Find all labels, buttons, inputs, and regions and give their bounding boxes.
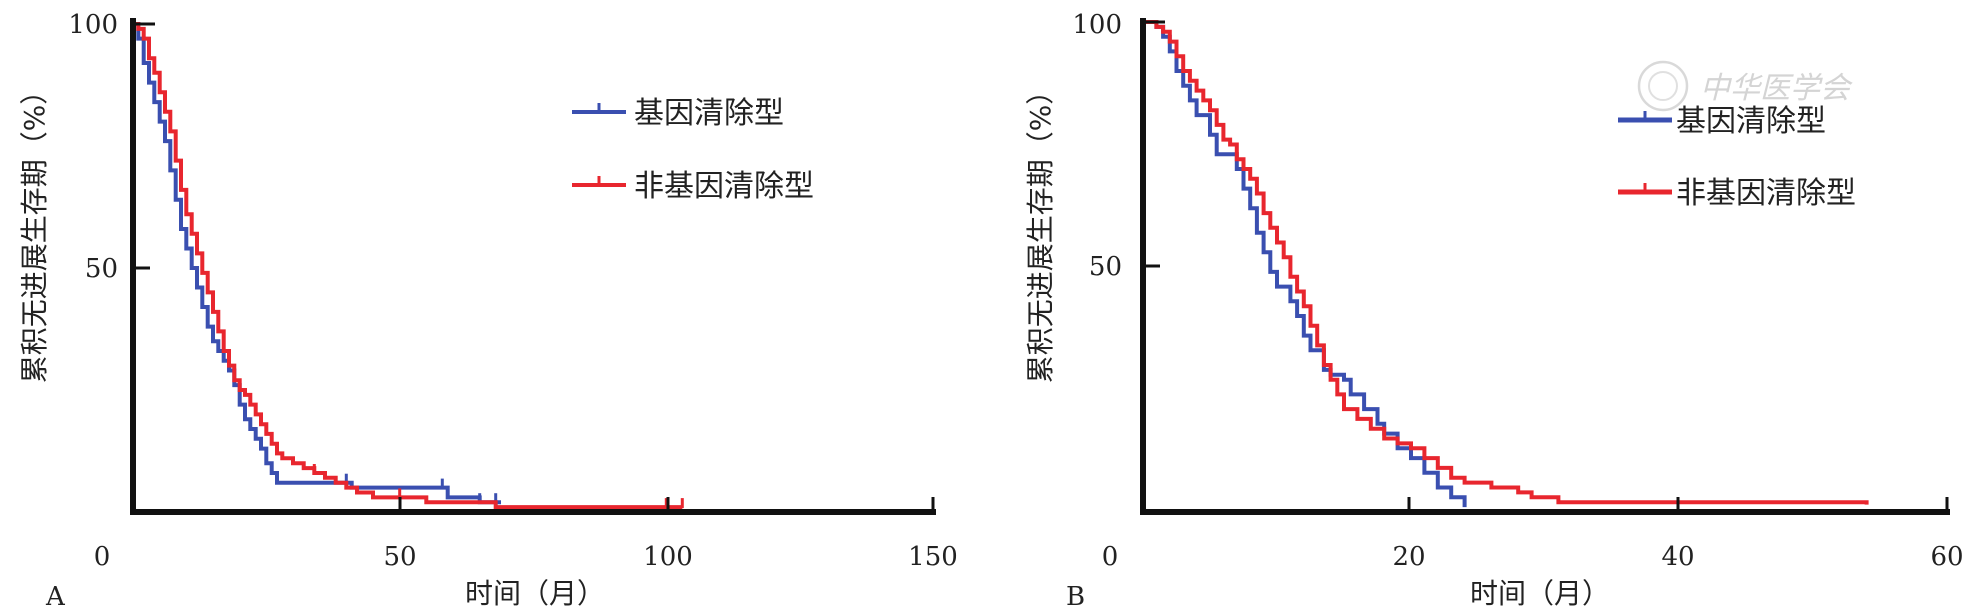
panel-b-xtick-label-40: 40 — [1661, 542, 1694, 572]
panel-a-x-axis — [130, 509, 936, 515]
panel-a-y-axis — [130, 18, 136, 513]
panel-a-xtick-label-0: 0 — [94, 542, 111, 572]
panel-a-legend-label-2: 非基因清除型 — [634, 169, 814, 204]
panel-b-series-1-curve — [1143, 20, 1467, 508]
panel-b-legend-label-2: 非基因清除型 — [1676, 176, 1856, 211]
panel-b-x-axis-title: 时间（月） — [1470, 577, 1610, 610]
panel-a-series-1-curve — [133, 22, 501, 505]
panel-b-ytick-label-50: 50 — [1089, 252, 1122, 282]
panel-a-xtick-label-100: 100 — [643, 542, 693, 572]
panel-b-series — [1143, 20, 1869, 508]
panel-b-ytick-label-100: 100 — [1072, 10, 1122, 40]
panel-b-xtick-label-60: 60 — [1930, 542, 1963, 572]
panel-b-xtick-label-20: 20 — [1392, 542, 1425, 572]
panel-a-x-axis-title: 时间（月） — [465, 577, 605, 610]
panel-b-y-axis-title: 累积无进展生存期（%） — [1024, 77, 1057, 384]
panel-b-x-axis — [1140, 509, 1950, 515]
panel-a-legend: 基因清除型 非基因清除型 — [572, 96, 814, 204]
watermark-seal — [1637, 60, 1689, 112]
panel-b-xtick-label-0: 0 — [1102, 542, 1119, 572]
watermark-text: 中华医学会 — [1700, 71, 1853, 106]
panel-a-xtick-label-50: 50 — [383, 542, 416, 572]
panel-a-legend-label-1: 基因清除型 — [634, 96, 784, 131]
panel-a: 100 50 0 50 100 150 时间（月） 累积无进展生存期（%） A … — [18, 10, 958, 612]
panel-b: 100 50 0 20 40 60 时间（月） 累积无进展生存期（%） B 中华… — [1024, 10, 1964, 612]
panel-a-series — [133, 22, 684, 510]
watermark-seal-inner — [1648, 71, 1678, 101]
panel-b-series-2-curve — [1143, 20, 1869, 505]
panel-a-tag: A — [45, 582, 66, 612]
panel-a-y-axis-title: 累积无进展生存期（%） — [18, 77, 51, 384]
panel-a-series-2-curve — [133, 22, 683, 510]
panel-a-ytick-label-100: 100 — [68, 10, 118, 40]
watermark: 中华医学会 — [1637, 60, 1853, 112]
panel-a-xtick-label-150: 150 — [908, 542, 958, 572]
panel-a-ytick-label-50: 50 — [85, 254, 118, 284]
panel-b-tag: B — [1066, 582, 1085, 612]
panel-b-legend: 基因清除型 非基因清除型 — [1618, 104, 1856, 211]
panel-b-legend-label-1: 基因清除型 — [1676, 104, 1826, 139]
